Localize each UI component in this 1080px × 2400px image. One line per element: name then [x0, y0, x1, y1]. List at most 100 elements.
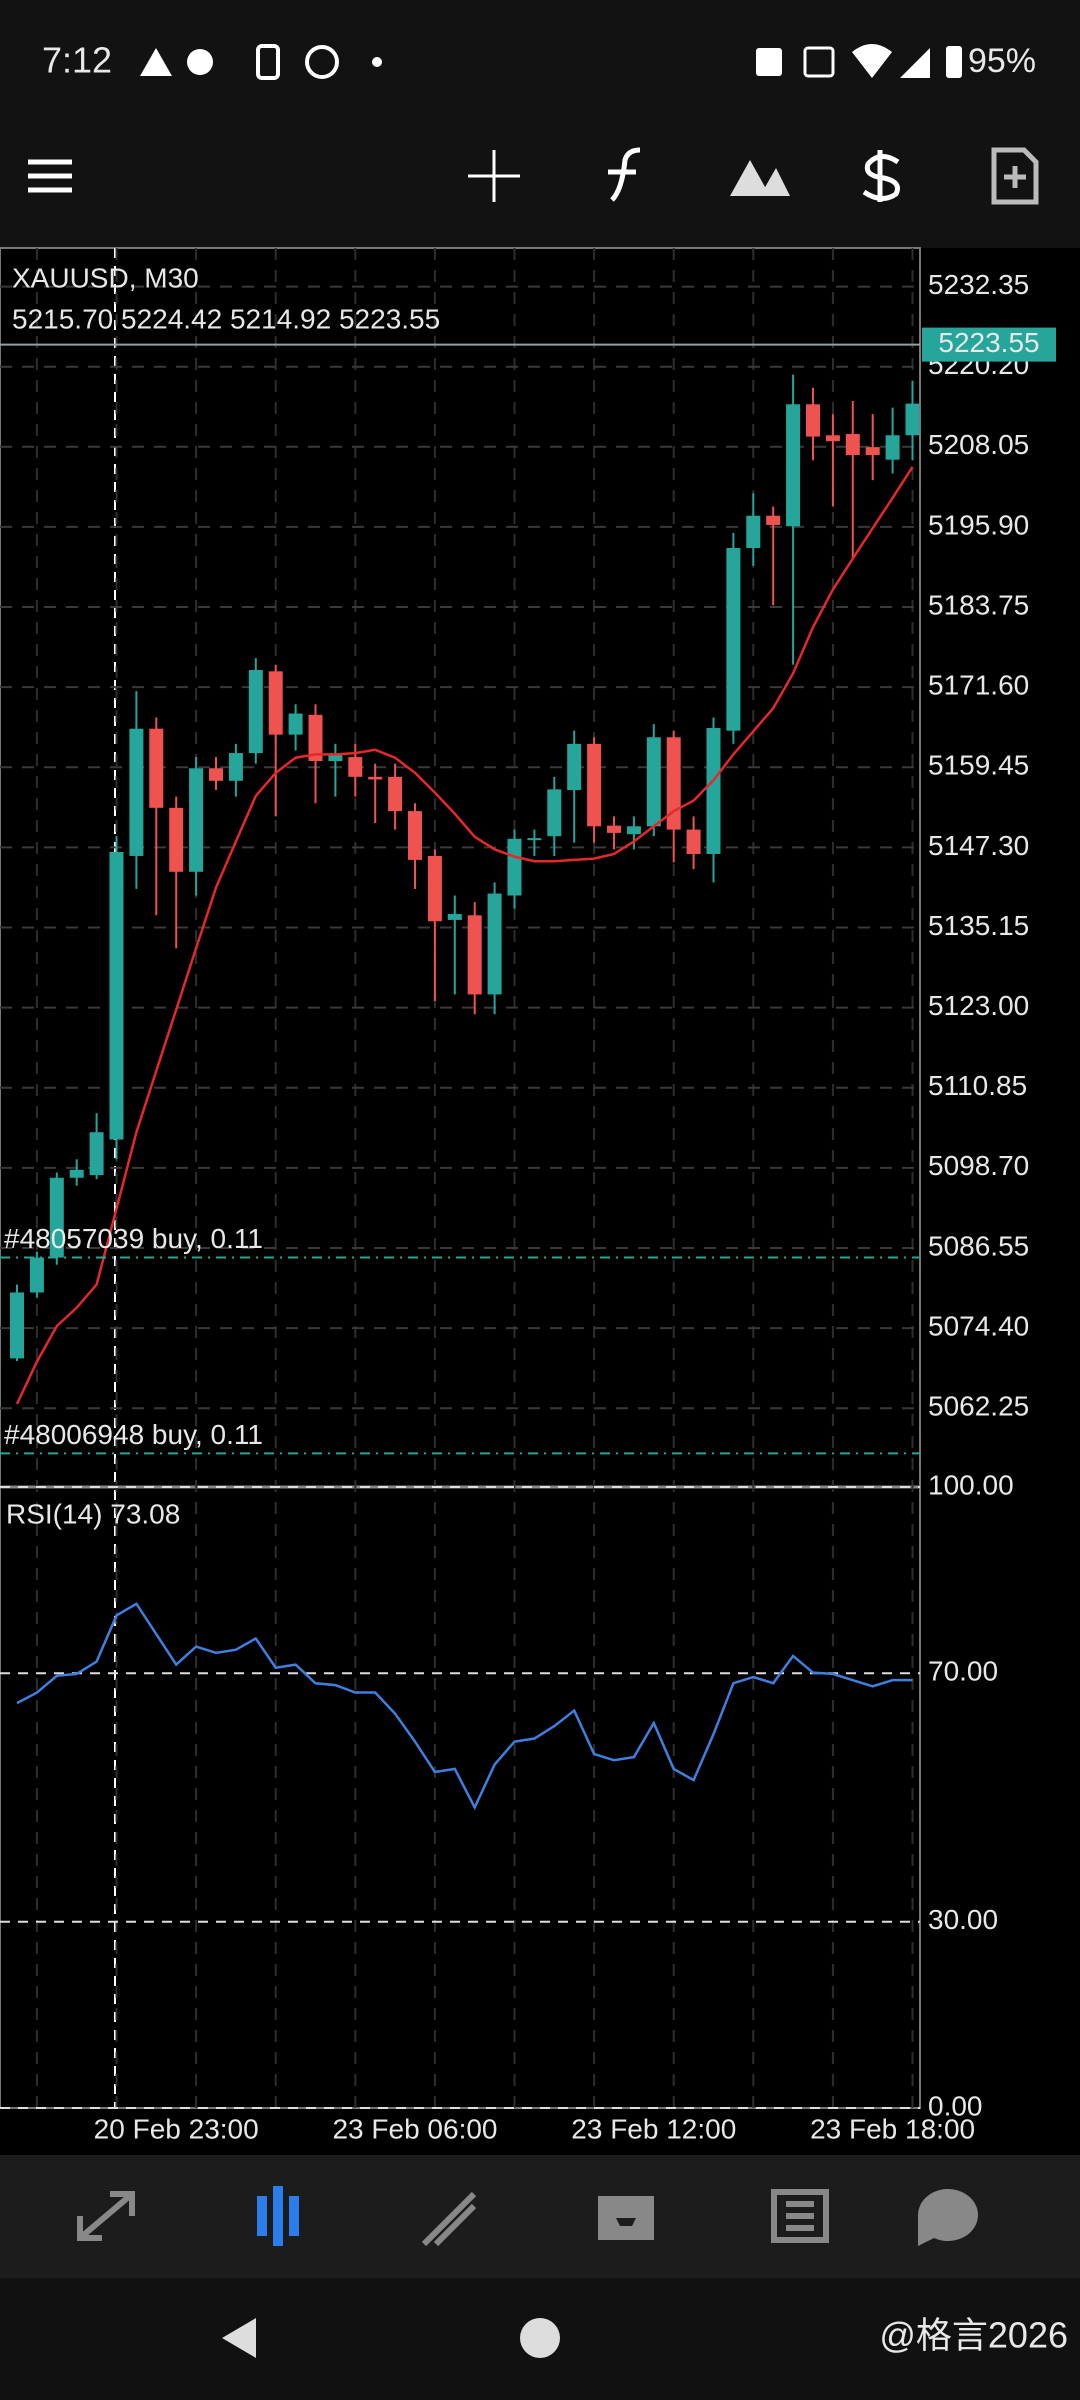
- y-tick-label: 5086.55: [928, 1230, 1029, 1261]
- candle-body: [746, 515, 761, 549]
- candle-body: [806, 404, 820, 437]
- order-label: #48057039 buy, 0.11: [4, 1223, 263, 1254]
- candle-body: [348, 757, 363, 777]
- toolbar: [28, 147, 1039, 205]
- home-button[interactable]: [520, 2318, 560, 2358]
- candle-body: [507, 838, 522, 896]
- candle-body: [547, 789, 562, 837]
- candle-body: [766, 515, 781, 525]
- watermark: @格言2026: [879, 2315, 1068, 2356]
- candle-body: [527, 838, 542, 841]
- candle-body: [189, 768, 204, 872]
- y-tick-label: 0.00: [928, 2090, 983, 2121]
- status-time: 7:12: [42, 40, 112, 81]
- quotes-tab[interactable]: [77, 2191, 135, 2241]
- y-tick-label: 30.00: [928, 1904, 998, 1935]
- y-tick-label: 5232.35: [928, 269, 1029, 300]
- x-tick-label: 23 Feb 06:00: [332, 2113, 497, 2144]
- crosshair-button[interactable]: [468, 150, 520, 202]
- candle-body: [467, 915, 482, 995]
- trade-tab[interactable]: [421, 2191, 477, 2247]
- candle-body: [308, 714, 323, 762]
- history-tab[interactable]: [598, 2196, 654, 2240]
- x-tick-label: 20 Feb 23:00: [94, 2113, 259, 2144]
- candle-body: [228, 753, 243, 781]
- y-tick-label: 5183.75: [928, 589, 1029, 620]
- notify-icon: [187, 49, 213, 75]
- plot: [0, 248, 920, 2109]
- chart-tab[interactable]: [257, 2186, 299, 2246]
- candle-body: [865, 447, 880, 456]
- candle-body: [10, 1292, 24, 1359]
- chart-frame: [0, 247, 921, 2109]
- y-tick-label: 5208.05: [928, 429, 1029, 460]
- nfc-icon: [756, 48, 782, 76]
- candle-body: [169, 807, 184, 872]
- y-tick-label: 5123.00: [928, 990, 1029, 1021]
- y-tick-label: 5159.45: [928, 750, 1029, 781]
- y-tick-label: 5171.60: [928, 670, 1029, 701]
- candle-body: [69, 1169, 84, 1178]
- app-icon: [256, 44, 280, 80]
- candle-body: [845, 433, 860, 456]
- y-tick-label: 70.00: [928, 1656, 998, 1687]
- candle-body: [487, 893, 502, 995]
- price-tag-label: 5223.55: [938, 327, 1039, 358]
- y-tick-label: 5098.70: [928, 1150, 1029, 1181]
- candle-body: [706, 728, 721, 854]
- y-tick-label: 5147.30: [928, 830, 1029, 861]
- candle-body: [885, 435, 900, 460]
- candle-body: [587, 743, 602, 827]
- candle-body: [29, 1257, 44, 1293]
- objects-button[interactable]: [730, 160, 790, 196]
- battery-level: 95%: [968, 42, 1036, 80]
- candle-body: [646, 737, 661, 827]
- status-icons: [140, 44, 962, 80]
- candle-body: [268, 671, 283, 735]
- y-tick-label: 5062.25: [928, 1391, 1029, 1422]
- y-tick-label: 5074.40: [928, 1310, 1029, 1341]
- signal-icon: [900, 48, 930, 78]
- moving-average: [15, 466, 914, 1405]
- trade-button[interactable]: [862, 150, 900, 202]
- rsi-title: RSI(14) 73.08: [6, 1498, 180, 1529]
- candle-body: [825, 435, 840, 442]
- candle-body: [388, 776, 403, 812]
- price-tag: [922, 327, 1056, 362]
- menu-button[interactable]: [28, 159, 72, 193]
- candle-body: [567, 743, 582, 791]
- candle-body: [328, 755, 343, 762]
- y-tick-label: 100.00: [928, 1469, 1014, 1500]
- bottom-nav: [0, 2155, 1080, 2278]
- rsi-line: [16, 1602, 913, 1811]
- candle-body: [686, 829, 701, 854]
- alert-icon: [140, 48, 172, 76]
- new-order-button[interactable]: [991, 147, 1039, 205]
- candle-body: [248, 670, 263, 754]
- candle-body: [666, 737, 681, 830]
- indicators-button[interactable]: [608, 147, 641, 202]
- x-tick-label: 23 Feb 18:00: [810, 2113, 975, 2144]
- candle-body: [726, 548, 741, 731]
- candle-body: [209, 768, 223, 781]
- back-button[interactable]: [222, 2318, 256, 2358]
- candle-body: [288, 713, 303, 735]
- battery-icon: [946, 46, 962, 78]
- candle-body: [607, 825, 621, 833]
- chat-tab[interactable]: [918, 2189, 979, 2246]
- candle-body: [786, 404, 801, 527]
- ohlc-values: 5215.70 5224.42 5214.92 5223.55: [12, 303, 440, 334]
- top-bar-bg: [0, 0, 1080, 248]
- y-tick-label: 5110.85: [928, 1070, 1027, 1101]
- candle-body: [368, 776, 383, 780]
- order-label: #48006948 buy, 0.11: [4, 1419, 263, 1450]
- candle-body: [49, 1177, 64, 1258]
- candle-body: [149, 728, 164, 808]
- wifi-icon: [852, 44, 892, 78]
- candle-body: [109, 852, 124, 1140]
- x-tick-label: 23 Feb 12:00: [571, 2113, 736, 2144]
- news-tab[interactable]: [771, 2189, 829, 2243]
